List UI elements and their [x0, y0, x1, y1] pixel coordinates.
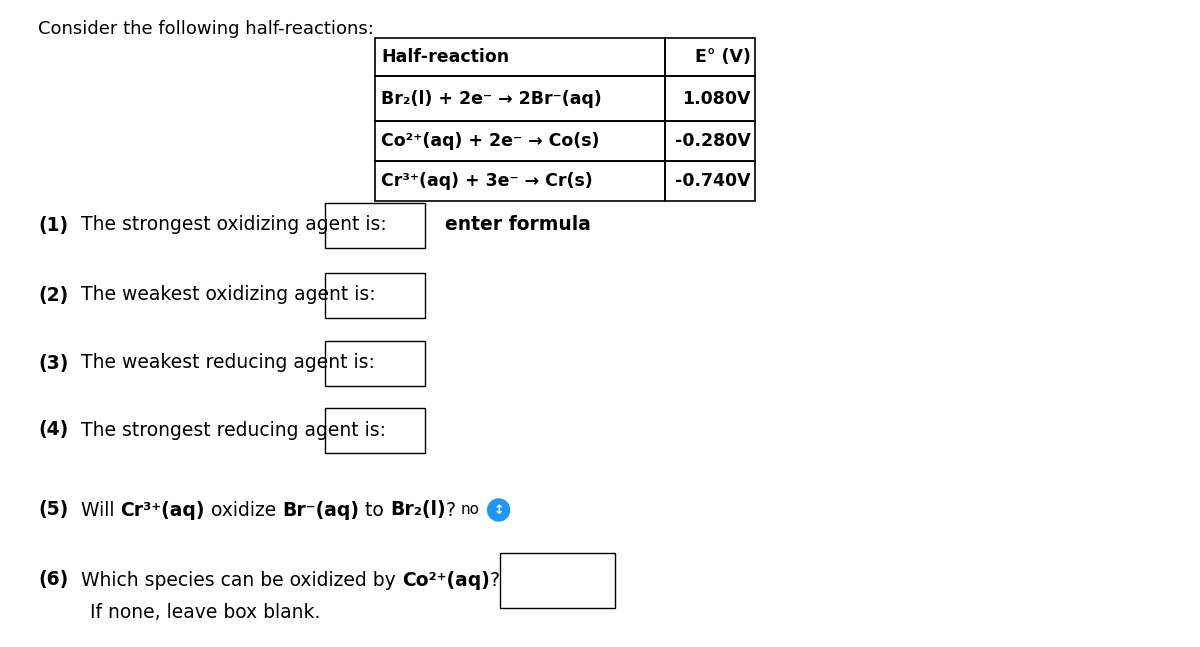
Text: ↕: ↕ [493, 503, 504, 516]
Text: no: no [461, 503, 480, 518]
Bar [325, 272, 425, 318]
Text: Cr³⁺(aq): Cr³⁺(aq) [120, 501, 205, 520]
Text: -0.280V: -0.280V [676, 132, 751, 150]
Text: enter formula: enter formula [445, 215, 590, 234]
Bar [325, 203, 425, 248]
Text: Br₂(l): Br₂(l) [390, 501, 445, 520]
Text: (1): (1) [38, 215, 68, 234]
Text: (3): (3) [38, 353, 68, 373]
Text: Br₂(l) + 2e⁻ → 2Br⁻(aq): Br₂(l) + 2e⁻ → 2Br⁻(aq) [382, 89, 601, 107]
Text: The weakest reducing agent is:: The weakest reducing agent is: [74, 353, 374, 373]
Bar [325, 340, 425, 386]
Bar [665, 76, 755, 121]
Text: to: to [359, 501, 390, 520]
Text: The strongest oxidizing agent is:: The strongest oxidizing agent is: [74, 215, 386, 234]
Text: The weakest oxidizing agent is:: The weakest oxidizing agent is: [74, 285, 376, 305]
Text: Cr³⁺(aq) + 3e⁻ → Cr(s): Cr³⁺(aq) + 3e⁻ → Cr(s) [382, 172, 593, 190]
Text: (6): (6) [38, 571, 68, 589]
Text: E° (V): E° (V) [695, 48, 751, 66]
Bar [374, 76, 665, 121]
Text: (4): (4) [38, 421, 68, 439]
Bar [374, 161, 665, 201]
Text: Co²⁺(aq): Co²⁺(aq) [402, 571, 490, 589]
Bar [665, 121, 755, 161]
Bar [374, 38, 665, 76]
Text: Will: Will [74, 501, 120, 520]
Text: 1.080V: 1.080V [683, 89, 751, 107]
Text: ?: ? [490, 571, 499, 589]
Bar [665, 38, 755, 76]
Text: (2): (2) [38, 285, 68, 305]
Text: Co²⁺(aq) + 2e⁻ → Co(s): Co²⁺(aq) + 2e⁻ → Co(s) [382, 132, 600, 150]
Circle shape [487, 499, 510, 521]
Text: If none, leave box blank.: If none, leave box blank. [90, 604, 320, 622]
Bar [499, 553, 614, 608]
Text: -0.740V: -0.740V [676, 172, 751, 190]
Text: ?: ? [445, 501, 456, 520]
Text: The strongest reducing agent is:: The strongest reducing agent is: [74, 421, 386, 439]
Bar [325, 408, 425, 452]
Text: oxidize: oxidize [205, 501, 282, 520]
Bar [665, 161, 755, 201]
Text: Half-reaction: Half-reaction [382, 48, 509, 66]
Text: Br⁻(aq): Br⁻(aq) [282, 501, 359, 520]
Text: (5): (5) [38, 501, 68, 520]
Text: Consider the following half-reactions:: Consider the following half-reactions: [38, 20, 374, 38]
Bar [374, 121, 665, 161]
Text: Which species can be oxidized by: Which species can be oxidized by [74, 571, 402, 589]
